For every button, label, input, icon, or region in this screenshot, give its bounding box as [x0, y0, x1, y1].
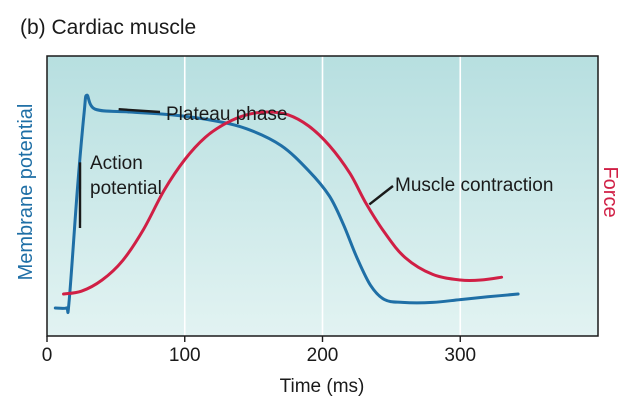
y-axis-title-force: Force — [599, 166, 621, 217]
x-tick-label: 100 — [169, 345, 201, 366]
annotation-action: Action — [90, 153, 143, 174]
annotation-plateau-phase: Plateau phase — [166, 104, 288, 125]
annotations: Plateau phase Action potential Muscle co… — [90, 104, 553, 199]
annotation-leader-contraction — [368, 185, 394, 206]
panel-title: (b) Cardiac muscle — [20, 16, 196, 39]
annotation-muscle-contraction: Muscle contraction — [395, 175, 553, 196]
series-layer — [53, 93, 520, 315]
annotation-leaders — [78, 108, 394, 229]
force-line — [62, 110, 504, 296]
x-axis-title: Time (ms) — [280, 376, 365, 397]
y-axis-title-membrane-potential: Membrane potential — [15, 104, 37, 281]
annotation-leader-plateau — [118, 108, 161, 114]
x-tick-label: 0 — [42, 345, 53, 366]
membrane-potential-line — [53, 93, 520, 315]
x-tick-label: 300 — [444, 345, 476, 366]
grid-lines — [183, 56, 462, 336]
annotation-potential: potential — [90, 178, 162, 199]
x-axis-ticks: 0 100 200 300 — [42, 336, 476, 366]
x-tick-label: 200 — [307, 345, 339, 366]
